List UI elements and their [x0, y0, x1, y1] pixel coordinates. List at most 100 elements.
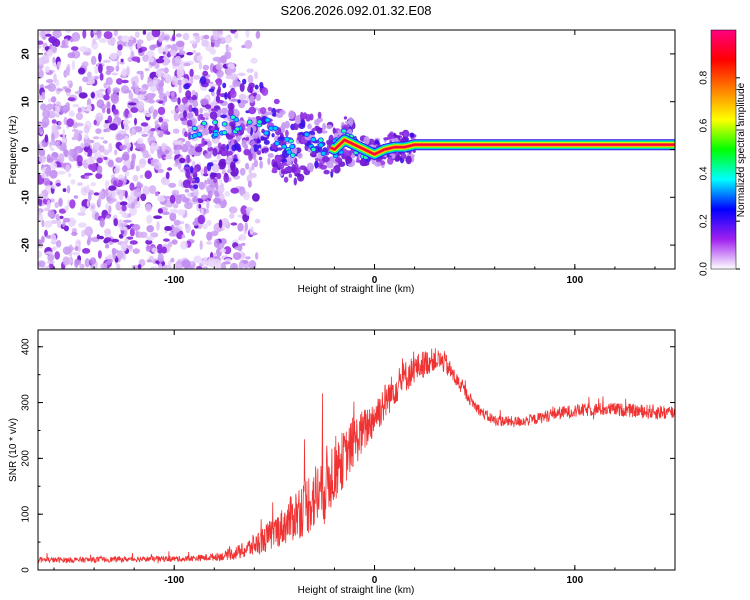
spectrogram-cell	[173, 203, 179, 209]
spectrogram-cell	[224, 92, 228, 100]
spectrogram-cell	[63, 225, 69, 232]
spectrogram-cell	[236, 135, 241, 142]
spectrogram-cell	[217, 118, 221, 128]
spectrogram-cell	[45, 251, 54, 255]
spectrogram-cell	[250, 57, 258, 64]
spectrogram-cell	[119, 144, 127, 150]
spectrogram-cell	[116, 263, 121, 269]
spectrogram-cell	[245, 136, 250, 141]
spectrogram-cell	[49, 140, 58, 146]
spectrogram-cell	[44, 134, 49, 143]
spectrogram-cell	[181, 77, 185, 85]
spectrogram-cell	[119, 201, 128, 206]
spectrogram-cell	[142, 54, 150, 62]
spectrogram-cell	[144, 68, 150, 72]
spectrogram-cell	[187, 192, 191, 197]
spectrogram-cell	[307, 123, 312, 130]
spectrogram-cell	[170, 50, 177, 57]
spectrogram-cell	[198, 61, 203, 70]
spectrogram-cell	[302, 112, 308, 120]
spectrogram-cell	[121, 68, 127, 77]
spectrogram-cell	[198, 181, 205, 190]
spectrogram-cell	[44, 229, 48, 237]
spectrogram-cell	[103, 31, 113, 40]
snr-y-ticks: 0 100 200 300 400	[21, 338, 675, 573]
spectrogram-cell	[82, 30, 87, 39]
spectrogram-cell	[185, 223, 191, 234]
spectrogram-cell	[119, 61, 125, 65]
spectrogram-cell	[215, 63, 224, 71]
spectrogram-cell	[161, 118, 170, 123]
spectrogram-cell	[142, 149, 149, 159]
spectrogram-cell	[76, 182, 83, 186]
spectrogram-cell	[239, 186, 246, 197]
spectrogram-cell	[139, 88, 147, 92]
spectrogram-cell	[165, 90, 171, 97]
spectrogram-cell	[321, 130, 328, 134]
spectrogram-cell	[204, 128, 210, 136]
spectrogram-cell	[231, 144, 237, 152]
spectrogram-peak	[320, 150, 327, 157]
spectrogram-cell	[122, 165, 128, 173]
spectrogram-cell	[218, 158, 227, 167]
spectrogram-cell	[191, 90, 196, 97]
spectrogram-peak	[289, 144, 296, 150]
spectrogram-peak	[340, 128, 347, 134]
colorbar: 0.0 0.2 0.4 0.6 0.8 Normalized spectral ampl…	[699, 29, 747, 276]
spectrogram-cell	[93, 75, 99, 80]
spectrogram-cell	[242, 78, 247, 85]
spectrogram-cell	[63, 149, 69, 158]
spectrogram-cell	[122, 120, 131, 124]
spectrogram-cell	[154, 161, 162, 171]
spectrogram-cell	[144, 170, 152, 180]
spectrogram-cell	[271, 107, 277, 117]
spectrogram-cell	[189, 40, 196, 44]
spectrogram-cell	[41, 91, 46, 100]
spectrogram-cell	[140, 70, 144, 81]
spectrogram-cell	[88, 75, 95, 83]
spectrogram-cell	[234, 31, 239, 39]
spectrogram-cell	[208, 83, 217, 87]
spectrogram-cell	[300, 111, 304, 120]
spectrogram-peak	[191, 133, 198, 139]
spectrogram-cell	[130, 201, 136, 209]
spectrogram-cell	[175, 194, 182, 205]
spectrogram-cell	[105, 203, 109, 211]
spectrogram-cell	[184, 189, 190, 193]
spectrogram-cell	[216, 88, 221, 97]
spectrogram-cell	[146, 225, 154, 233]
spectrogram-cell	[98, 38, 108, 43]
spectrogram-cell	[145, 239, 153, 245]
spectrogram-cell	[110, 92, 119, 102]
spectrogram-cell	[77, 130, 83, 134]
spectrogram-peak	[212, 119, 218, 125]
spectrogram-cell	[59, 110, 64, 114]
spectrogram-cell	[126, 245, 133, 250]
spectrogram-cell	[259, 107, 267, 115]
spectrogram-cell	[60, 105, 68, 112]
spectrogram-cell	[191, 107, 196, 112]
spectrogram-cell	[220, 218, 230, 228]
spectrogram-peak	[229, 114, 236, 120]
spectrogram-cell	[181, 96, 189, 104]
spectrogram-cell	[94, 68, 99, 74]
spectrogram-cell	[207, 140, 212, 148]
spectrogram-cell	[213, 197, 222, 204]
spectrogram-cell	[73, 195, 79, 199]
spectrogram-cell	[186, 52, 194, 56]
spectrogram-cell	[148, 185, 157, 194]
spectrogram-cell	[314, 119, 320, 126]
spectrogram-cell	[113, 218, 118, 227]
spectrogram-cell	[170, 257, 175, 263]
spectrogram-cell	[326, 162, 334, 169]
spectrogram-cell	[158, 263, 163, 269]
spectrogram-cell	[170, 110, 176, 114]
spectrogram-cell	[237, 222, 244, 232]
spectrogram-cell	[59, 215, 64, 220]
spectrogram-cell	[248, 153, 253, 162]
spectrogram-cell	[244, 222, 248, 232]
spectrogram-cell	[182, 32, 190, 41]
spectrogram-cell	[200, 194, 208, 200]
spectrogram-cell	[218, 33, 223, 39]
snr-marks	[38, 348, 675, 564]
